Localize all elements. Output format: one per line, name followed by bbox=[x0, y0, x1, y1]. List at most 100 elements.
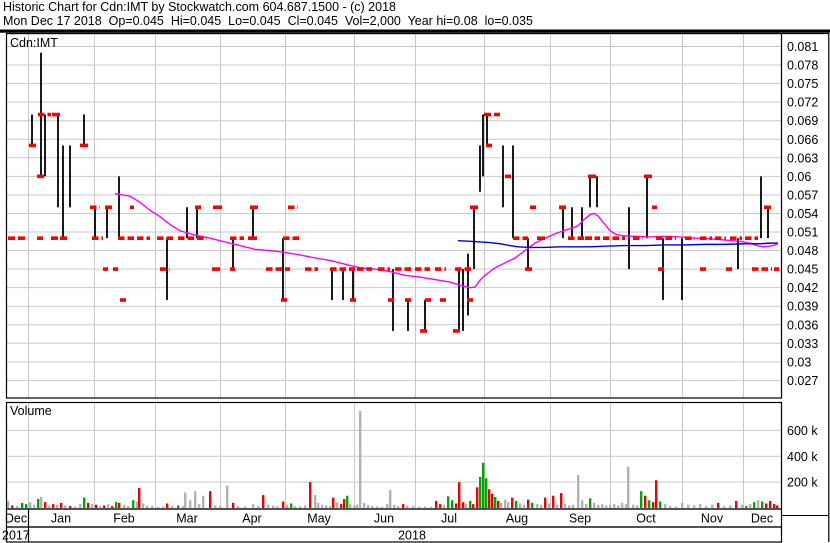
volume-bar bbox=[33, 504, 36, 508]
volume-bar bbox=[272, 505, 275, 508]
volume-bar bbox=[488, 489, 491, 508]
volume-bar bbox=[343, 498, 346, 508]
axis-labels: 0.081 0.078 0.075 0.072 0.069 0.066 0.063 0.06 0… bbox=[2, 40, 818, 543]
volume-bar bbox=[479, 476, 482, 508]
volume-bar bbox=[142, 503, 145, 508]
volume-bar bbox=[363, 502, 366, 508]
price-tick-label: 0.045 bbox=[787, 263, 818, 277]
price-tick-label: 0.03 bbox=[787, 355, 811, 369]
close-dash bbox=[52, 112, 60, 117]
close-dash bbox=[250, 205, 258, 210]
close-dash bbox=[80, 143, 88, 148]
volume-bar bbox=[523, 504, 526, 508]
volume-bar bbox=[500, 502, 503, 508]
month-label: Dec bbox=[751, 512, 773, 526]
volume-bar bbox=[476, 487, 479, 508]
close-dash bbox=[103, 267, 108, 271]
close-dash bbox=[37, 174, 44, 179]
volume-bar bbox=[151, 506, 154, 508]
volume-bar bbox=[609, 504, 612, 508]
volume-bar bbox=[769, 500, 772, 508]
volume-bar bbox=[564, 504, 567, 508]
close-dash bbox=[505, 174, 511, 179]
volume-bar bbox=[294, 506, 297, 508]
close-dash bbox=[537, 236, 545, 240]
volume-bar bbox=[669, 506, 672, 508]
volume-bar bbox=[531, 502, 534, 508]
volume-bar bbox=[675, 506, 678, 508]
close-dash bbox=[484, 112, 491, 117]
volume-bar bbox=[556, 504, 559, 508]
volume-bar bbox=[540, 504, 543, 508]
gridlines bbox=[6, 33, 782, 509]
volume-bar bbox=[87, 502, 90, 508]
close-dash bbox=[644, 174, 652, 179]
volume-bar bbox=[123, 504, 126, 508]
volume-bar bbox=[7, 500, 10, 508]
volume-bar bbox=[601, 504, 604, 508]
header-separator bbox=[0, 29, 830, 33]
price-tick-label: 0.081 bbox=[787, 40, 818, 54]
volume-bar bbox=[418, 506, 421, 508]
volume-bar bbox=[52, 504, 55, 508]
chart-title: Historic Chart for Cdn:IMT by Stockwatch… bbox=[3, 0, 396, 14]
volume-bar bbox=[146, 505, 149, 508]
volume-bar bbox=[765, 503, 768, 508]
month-label: Mar bbox=[176, 512, 198, 526]
close-dash bbox=[420, 329, 427, 333]
price-tick-label: 0.051 bbox=[787, 226, 818, 240]
volume-bar bbox=[776, 505, 779, 508]
month-label: Jan bbox=[51, 512, 71, 526]
volume-bar bbox=[349, 504, 352, 508]
volume-bar bbox=[299, 506, 302, 508]
volume-bar bbox=[577, 475, 580, 508]
volume-bar bbox=[386, 504, 389, 508]
volume-bar bbox=[458, 482, 461, 508]
volume-bar bbox=[693, 505, 696, 508]
close-dash bbox=[388, 298, 394, 302]
volume-bar bbox=[79, 504, 82, 508]
volume-bar bbox=[64, 505, 67, 508]
close-dash bbox=[494, 112, 500, 117]
volume-bar bbox=[367, 504, 370, 508]
volume-bar bbox=[745, 506, 748, 508]
volume-bar bbox=[613, 504, 616, 508]
price-tick-label: 0.048 bbox=[787, 244, 818, 258]
volume-bar bbox=[56, 504, 59, 508]
volume-bar bbox=[560, 493, 563, 508]
volume-bar bbox=[40, 497, 43, 508]
volume-bar bbox=[321, 504, 324, 508]
volume-bar bbox=[127, 506, 130, 508]
close-dash bbox=[18, 236, 25, 240]
volume-bar bbox=[353, 505, 356, 508]
close-dash bbox=[60, 236, 67, 240]
volume-bar bbox=[237, 506, 240, 508]
volume-bar bbox=[209, 491, 212, 508]
month-label: Sep bbox=[569, 512, 591, 526]
close-dash bbox=[764, 205, 771, 210]
volume-bar bbox=[648, 500, 651, 508]
volume-bar bbox=[376, 506, 379, 508]
close-dash bbox=[467, 298, 473, 302]
volume-bar bbox=[60, 502, 63, 508]
volume-bar bbox=[469, 500, 472, 508]
close-dash bbox=[700, 267, 706, 271]
volume-bar bbox=[735, 500, 738, 508]
volume-bar bbox=[232, 502, 235, 508]
volume-bar bbox=[198, 504, 201, 508]
volume-bar bbox=[515, 500, 518, 508]
close-dash bbox=[425, 298, 431, 302]
month-label: Apr bbox=[242, 512, 261, 526]
volume-bar bbox=[491, 493, 494, 508]
volume-bar bbox=[625, 504, 628, 508]
volume-bar bbox=[389, 489, 392, 508]
volume-bar bbox=[111, 506, 114, 508]
panel-borders bbox=[0, 29, 830, 543]
volume-bar bbox=[29, 502, 32, 508]
year-label-2017: 2017 bbox=[2, 529, 30, 543]
volume-bar bbox=[644, 495, 647, 508]
close-dash bbox=[588, 174, 596, 179]
ma-line-blue bbox=[457, 239, 778, 249]
close-dash bbox=[440, 298, 446, 302]
